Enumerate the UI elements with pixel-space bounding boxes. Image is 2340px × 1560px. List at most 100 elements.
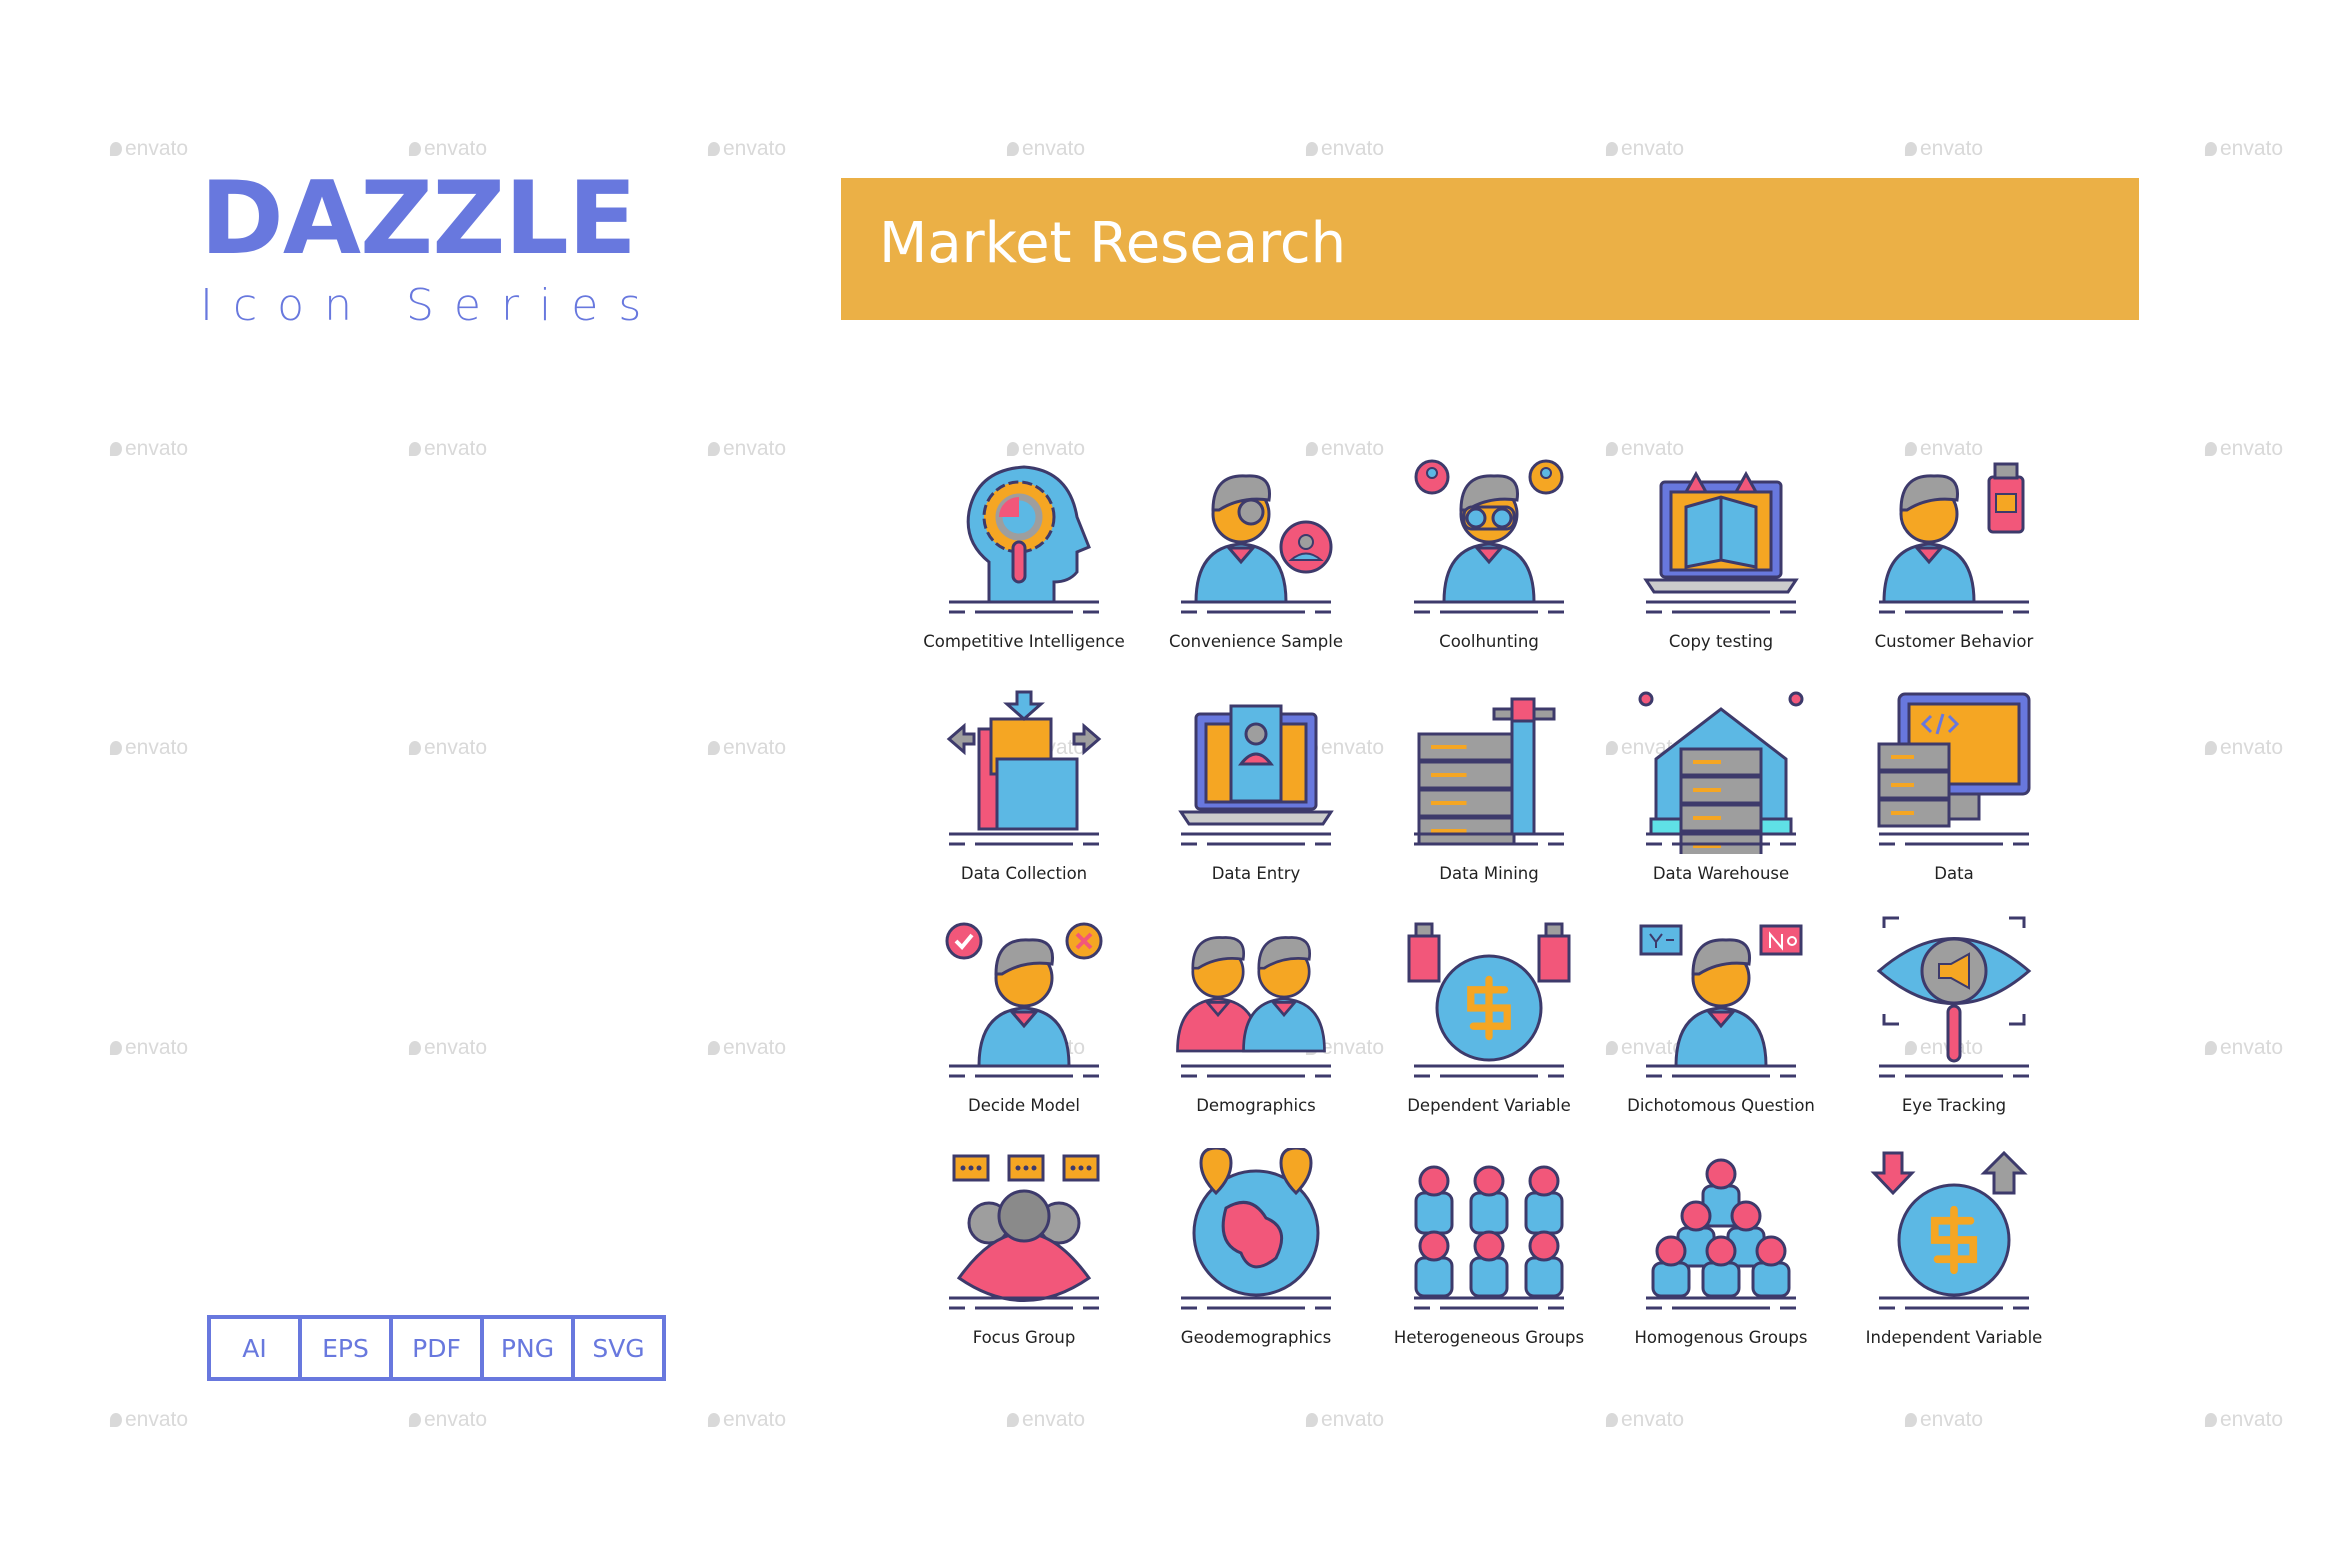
envato-watermark: envato xyxy=(708,137,786,161)
envato-watermark: envato xyxy=(1905,437,1983,461)
icon-tile: Data Warehouse xyxy=(1605,684,1837,916)
envato-watermark: envato xyxy=(1306,1036,1384,1060)
envato-watermark: envato xyxy=(409,137,487,161)
banner-title: Market Research xyxy=(879,211,1347,276)
format-list: AI EPS PDF PNG SVG xyxy=(207,1315,666,1381)
icon-tile: Competitive Intelligence xyxy=(908,452,1140,684)
icon-tile: Demographics xyxy=(1140,916,1372,1148)
envato-watermark: envato xyxy=(110,1408,188,1432)
icon-label: Convenience Sample xyxy=(1169,632,1343,651)
person-yes-no-icon xyxy=(1639,924,1803,1078)
envato-watermark: envato xyxy=(1606,1408,1684,1432)
server-pickaxe-icon xyxy=(1414,697,1564,846)
monitor-server-icon xyxy=(1877,692,2031,846)
icon-tile: Independent Variable xyxy=(1838,1148,2070,1380)
envato-watermark: envato xyxy=(409,437,487,461)
envato-watermark: envato xyxy=(409,1408,487,1432)
people-grid-icon xyxy=(1414,1165,1564,1310)
envato-watermark: envato xyxy=(1007,1408,1085,1432)
envato-watermark: envato xyxy=(409,736,487,760)
icon-tile: Decide Model xyxy=(908,916,1140,1148)
icon-tile: Data Entry xyxy=(1140,684,1372,916)
envato-watermark: envato xyxy=(1306,137,1384,161)
icon-label: Data Collection xyxy=(960,864,1088,883)
icon-label: Data xyxy=(1934,864,1974,883)
banner: Market Research xyxy=(841,178,2139,320)
icon-tile: Data xyxy=(1838,684,2070,916)
icon-label: Eye Tracking xyxy=(1901,1096,2007,1115)
envato-watermark: envato xyxy=(708,1036,786,1060)
person-product-icon xyxy=(1879,462,2029,614)
envato-watermark: envato xyxy=(2205,1408,2283,1432)
format-ai: AI xyxy=(242,1333,267,1363)
laptop-book-icon xyxy=(1643,470,1799,614)
group-chat-icon xyxy=(949,1154,1100,1310)
icon-label: Geodemographics xyxy=(1180,1328,1332,1347)
icon-label: Coolhunting xyxy=(1439,632,1539,651)
format-pdf: PDF xyxy=(389,1319,480,1377)
brand-title: DAZZLE xyxy=(200,159,637,277)
head-gear-magnifier-icon xyxy=(949,465,1099,614)
person-magnifier-icon xyxy=(1181,474,1333,614)
envato-watermark: envato xyxy=(2205,137,2283,161)
couple-chart-icon xyxy=(1176,936,1331,1078)
icon-label: Homogenous Groups xyxy=(1634,1328,1808,1347)
icon-tile: Dependent Variable xyxy=(1373,916,1605,1148)
icon-label: Dichotomous Question xyxy=(1627,1096,1815,1115)
icon-label: Demographics xyxy=(1196,1096,1316,1115)
person-binoculars-icon xyxy=(1414,459,1564,614)
format-svg: SVG xyxy=(571,1319,662,1377)
icon-label: Focus Group xyxy=(972,1328,1076,1347)
envato-watermark: envato xyxy=(1606,437,1684,461)
icon-label: Copy testing xyxy=(1668,632,1774,651)
envato-watermark: envato xyxy=(110,736,188,760)
icon-label: Data Warehouse xyxy=(1652,864,1790,883)
format-eps: EPS xyxy=(298,1319,389,1377)
envato-watermark: envato xyxy=(110,1036,188,1060)
icon-label: Data Entry xyxy=(1211,864,1301,883)
envato-watermark: envato xyxy=(1905,1408,1983,1432)
envato-watermark: envato xyxy=(708,437,786,461)
envato-watermark: envato xyxy=(2205,1036,2283,1060)
envato-watermark: envato xyxy=(1306,1408,1384,1432)
envato-watermark: envato xyxy=(1007,137,1085,161)
people-pyramid-icon xyxy=(1646,1158,1796,1310)
icon-label: Independent Variable xyxy=(1865,1328,2043,1347)
icon-tile: Eye Tracking xyxy=(1838,916,2070,1148)
folder-arrows-icon xyxy=(946,690,1102,846)
icon-label: Dependent Variable xyxy=(1407,1096,1571,1115)
icon-tile: Focus Group xyxy=(908,1148,1140,1380)
envato-watermark: envato xyxy=(1306,736,1384,760)
icon-label: Customer Behavior xyxy=(1874,632,2034,651)
eye-megaphone-icon xyxy=(1876,916,2032,1078)
envato-watermark: envato xyxy=(1007,437,1085,461)
coin-products-icon xyxy=(1407,922,1571,1078)
format-png: PNG xyxy=(480,1319,571,1377)
envato-watermark: envato xyxy=(2205,437,2283,461)
warehouse-server-icon xyxy=(1638,691,1804,854)
icon-tile: Homogenous Groups xyxy=(1605,1148,1837,1380)
icon-tile: Heterogeneous Groups xyxy=(1373,1148,1605,1380)
icon-tile: Copy testing xyxy=(1605,452,1837,684)
envato-watermark: envato xyxy=(2205,736,2283,760)
envato-watermark: envato xyxy=(708,1408,786,1432)
person-check-cross-icon xyxy=(945,922,1103,1078)
coin-arrows-icon xyxy=(1870,1150,2029,1310)
icon-label: Data Mining xyxy=(1439,864,1539,883)
icon-label: Decide Model xyxy=(968,1096,1080,1115)
icon-tile: Convenience Sample xyxy=(1140,452,1372,684)
envato-watermark: envato xyxy=(1306,437,1384,461)
icon-tile: Geodemographics xyxy=(1140,1148,1372,1380)
envato-watermark: envato xyxy=(1905,137,1983,161)
icon-tile: Coolhunting xyxy=(1373,452,1605,684)
envato-watermark: envato xyxy=(1606,137,1684,161)
icon-tile: Data Collection xyxy=(908,684,1140,916)
envato-watermark: envato xyxy=(708,736,786,760)
laptop-profile-icon xyxy=(1178,704,1334,846)
icon-tile: Data Mining xyxy=(1373,684,1605,916)
envato-watermark: envato xyxy=(409,1036,487,1060)
globe-pins-icon xyxy=(1181,1148,1331,1310)
icon-tile: Customer Behavior xyxy=(1838,452,2070,684)
envato-watermark: envato xyxy=(110,437,188,461)
icon-label: Heterogeneous Groups xyxy=(1393,1328,1585,1347)
